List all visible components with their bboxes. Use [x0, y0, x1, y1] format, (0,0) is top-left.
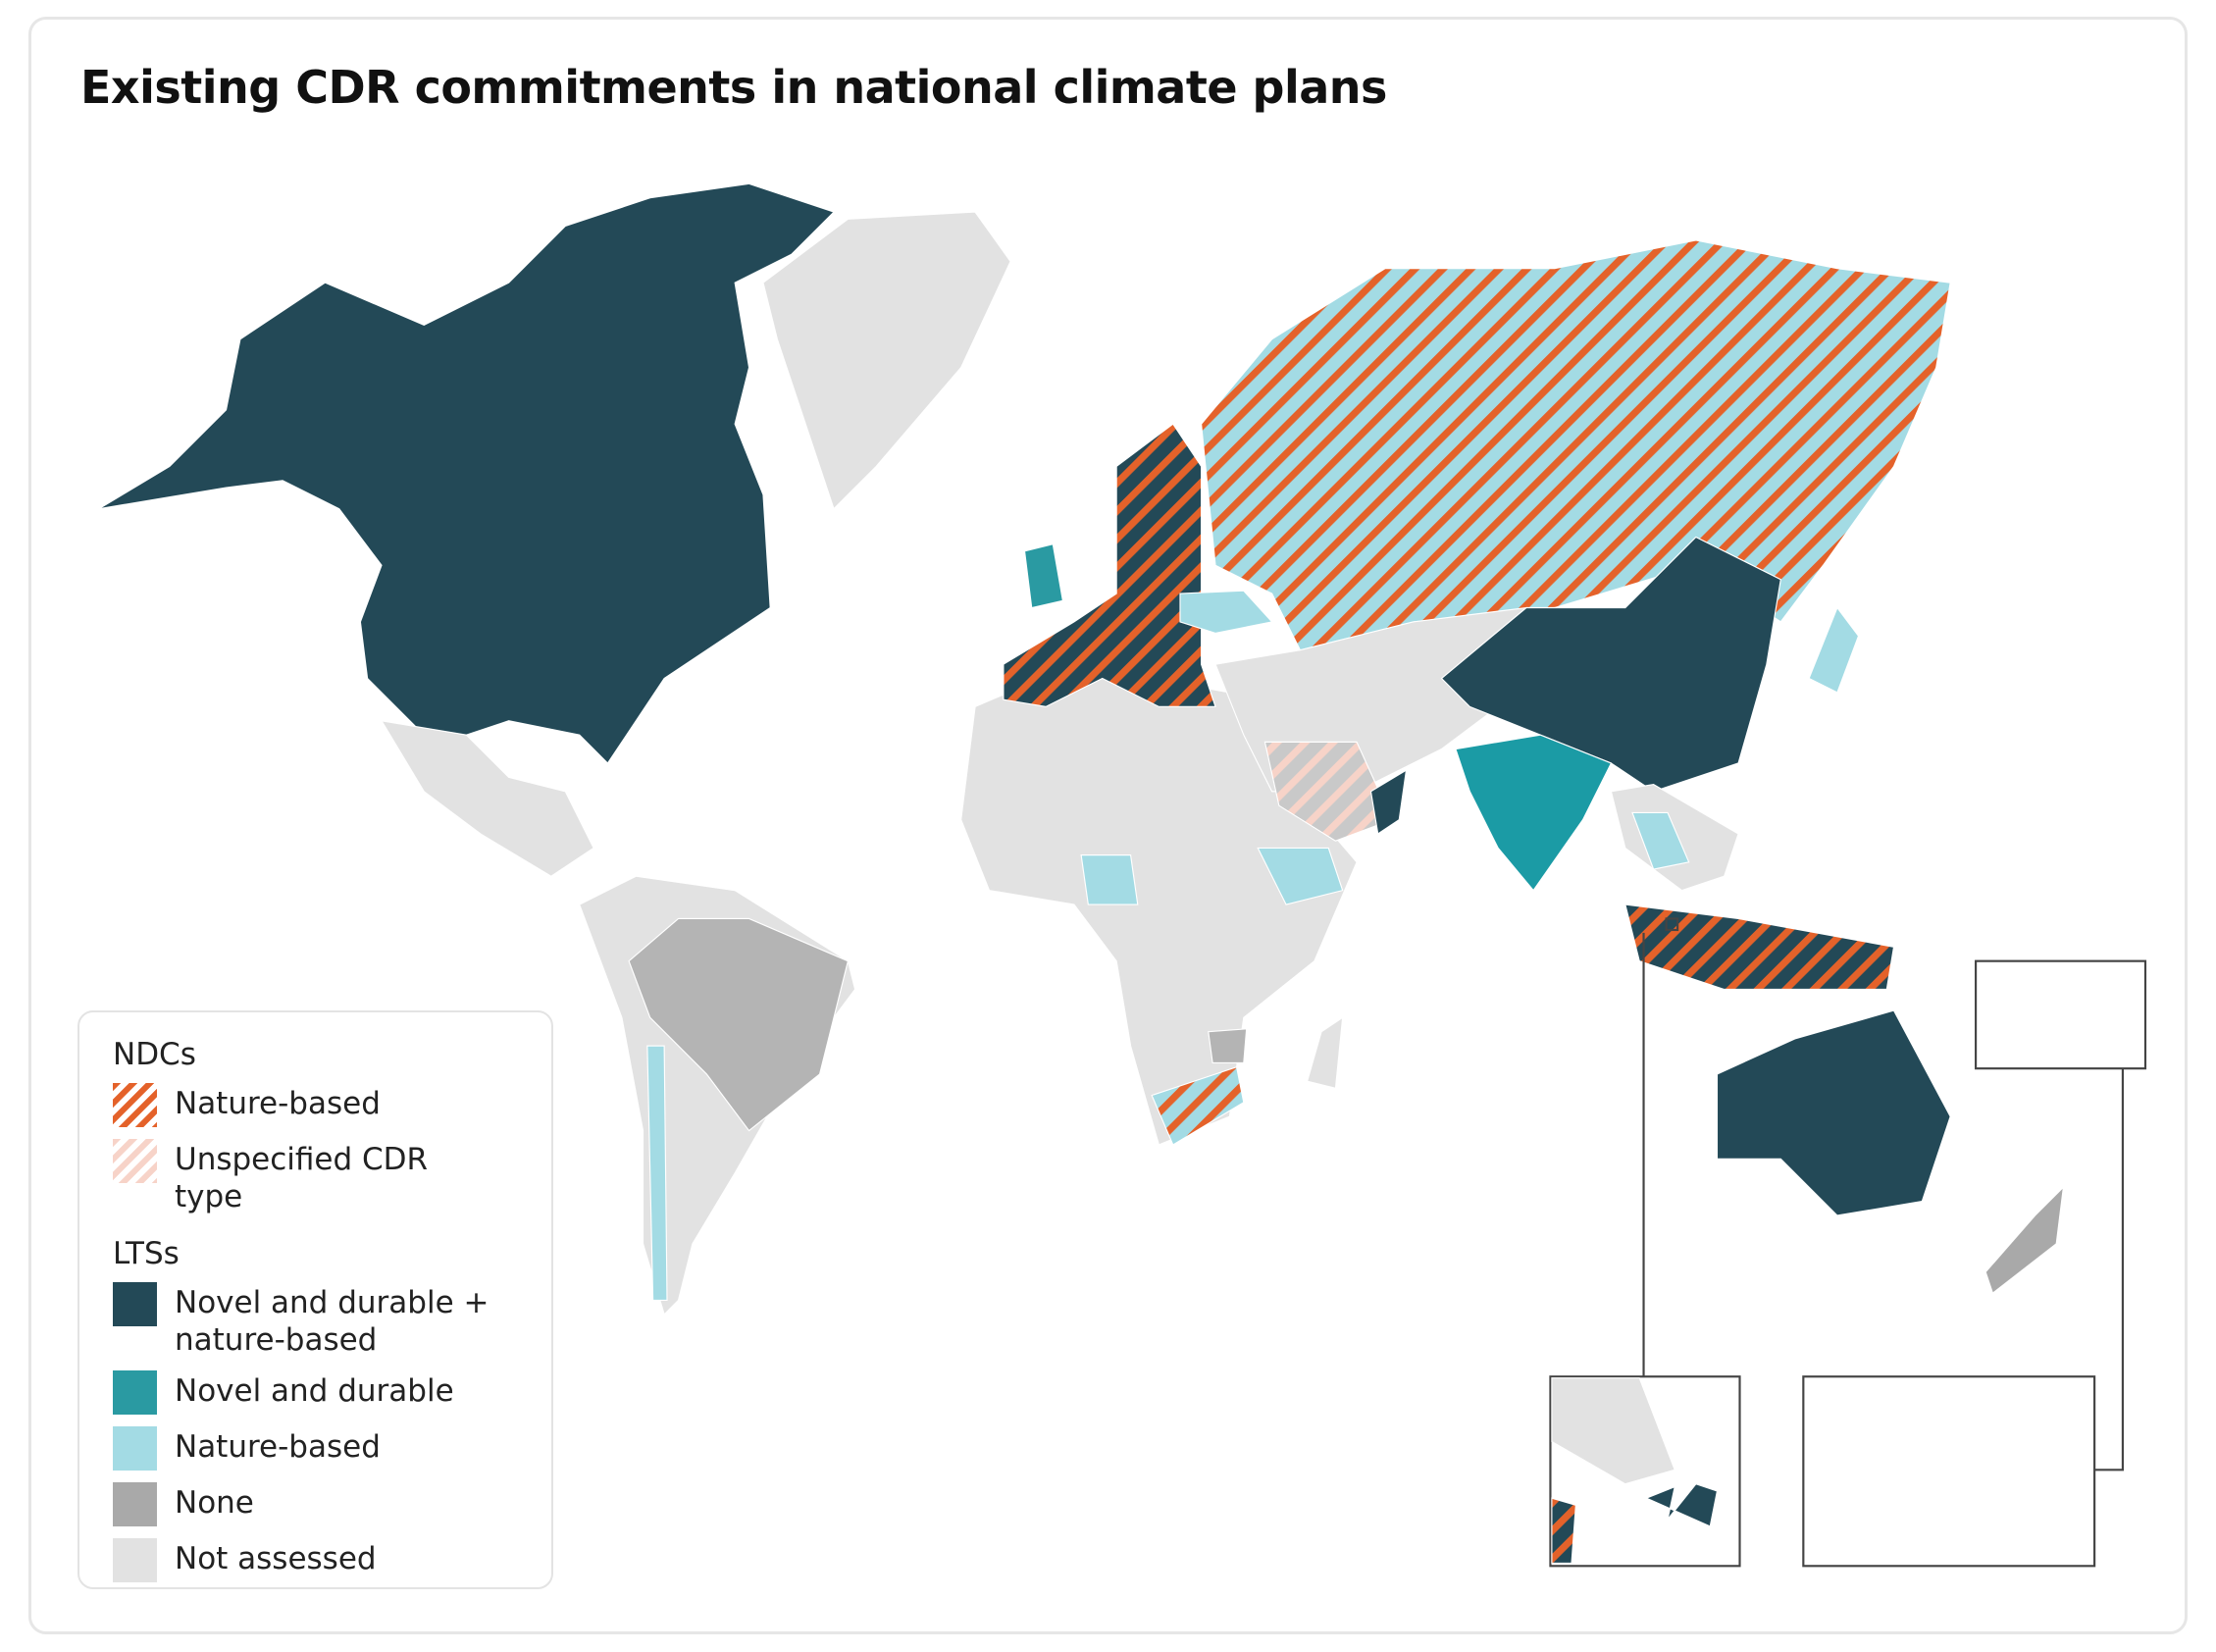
- card: [28, 17, 2188, 1634]
- legend-label: None: [175, 1485, 254, 1521]
- brazil: [628, 917, 850, 1132]
- legend-heading: LTSs: [113, 1236, 180, 1271]
- south-africa: [1151, 1065, 1245, 1146]
- legend-swatch: [113, 1538, 157, 1582]
- legend-item: Nature-based: [113, 1083, 551, 1127]
- zimbabwe: [1208, 1028, 1248, 1063]
- ukraine: [1179, 590, 1273, 635]
- legend-label: Novel and durable + nature-based: [175, 1285, 490, 1358]
- legend-swatch: [113, 1083, 157, 1127]
- legend-label: Unspecified CDR type: [175, 1142, 429, 1214]
- legend-swatch: [113, 1282, 157, 1326]
- chile: [646, 1045, 668, 1302]
- legend-swatch: [113, 1426, 157, 1471]
- russia: [1200, 239, 1951, 651]
- australia: [1716, 1009, 1951, 1216]
- north-america: [98, 182, 836, 764]
- legend-item: None: [113, 1482, 551, 1526]
- thailand: [1631, 811, 1690, 870]
- legend-swatch: [113, 1139, 157, 1183]
- indonesia: [1624, 903, 1895, 991]
- inset-islands: [1551, 1497, 1576, 1564]
- legend-label: Nature-based: [175, 1086, 381, 1121]
- china: [1440, 536, 1781, 793]
- oman: [1369, 769, 1408, 835]
- ethiopia: [1257, 847, 1344, 905]
- central-america: [380, 719, 594, 877]
- legend-label: Not assessed: [175, 1541, 377, 1576]
- saudi-arabia: [1263, 741, 1393, 842]
- legend-swatch: [113, 1370, 157, 1415]
- legend: NDCs Nature-based Unspecified CDR type L…: [77, 1010, 553, 1589]
- greenland: [762, 211, 1011, 510]
- legend-swatch: [113, 1482, 157, 1526]
- legend-item: Novel and durable + nature-based: [113, 1282, 551, 1359]
- countries: [98, 182, 2147, 1568]
- legend-item: Not assessed: [113, 1538, 551, 1582]
- legend-label: Novel and durable: [175, 1373, 454, 1409]
- legend-heading: NDCs: [113, 1037, 196, 1072]
- madagascar: [1306, 1016, 1344, 1090]
- nigeria: [1080, 854, 1139, 905]
- inset-islands: [1644, 1483, 1719, 1527]
- japan: [1808, 606, 1860, 694]
- uk: [1023, 542, 1064, 609]
- legend-item: Unspecified CDR type: [113, 1139, 551, 1215]
- legend-item: Novel and durable: [113, 1370, 551, 1415]
- india: [1455, 734, 1613, 892]
- legend-label: Nature-based: [175, 1429, 381, 1465]
- insets: [1549, 917, 2147, 1568]
- map-title: Existing CDR commitments in national cli…: [80, 61, 1387, 114]
- legend-item: Nature-based: [113, 1426, 551, 1471]
- inset-land: [1551, 1377, 1675, 1485]
- new-zealand: [1984, 1185, 2065, 1295]
